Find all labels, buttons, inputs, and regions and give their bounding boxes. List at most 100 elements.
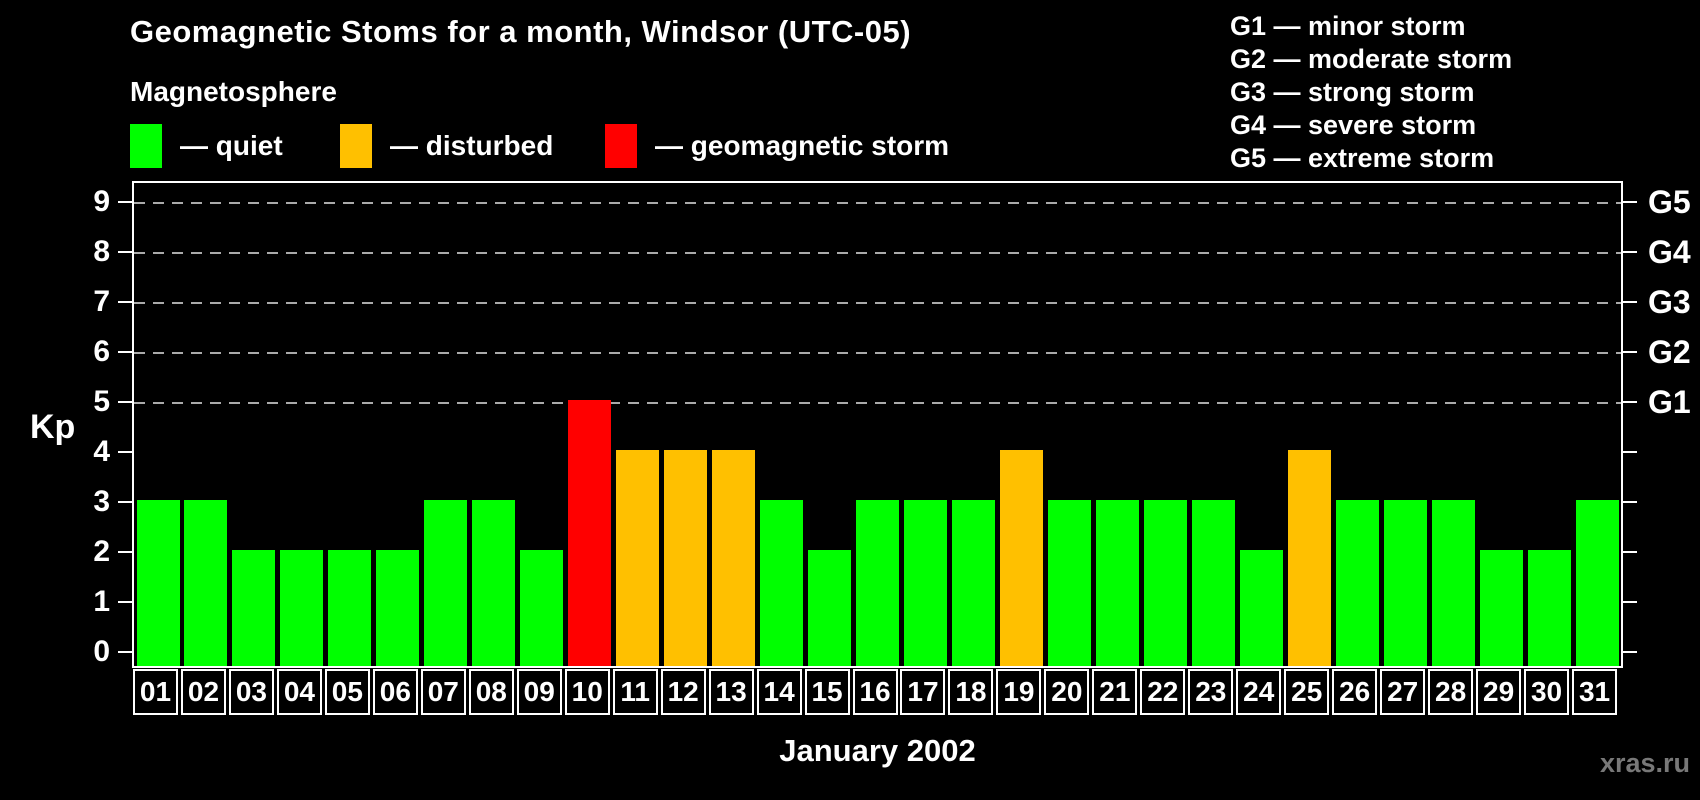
day-label-06: 06 [372, 669, 418, 715]
y-tick-label-0: 0 [93, 635, 110, 668]
left-tick-7 [118, 301, 132, 303]
gridline-kp9 [134, 202, 1621, 204]
left-tick-9 [118, 201, 132, 203]
left-tick-6 [118, 351, 132, 353]
bar-day-18 [951, 500, 995, 666]
right-tick-2 [1623, 551, 1637, 553]
bar-day-14 [760, 500, 804, 666]
left-tick-1 [118, 601, 132, 603]
day-label-25: 25 [1284, 669, 1330, 715]
day-label-27: 27 [1380, 669, 1426, 715]
day-label-31: 31 [1572, 669, 1618, 715]
g-scale-line-4: G4 — severe storm [1230, 110, 1477, 140]
bar-day-23 [1191, 500, 1235, 666]
day-label-12: 12 [660, 669, 706, 715]
right-tick-0 [1623, 651, 1637, 653]
right-tick-7 [1623, 301, 1637, 303]
g-axis-label-g2: G2 [1648, 334, 1691, 370]
legend-label-quiet: — quiet [180, 130, 283, 161]
day-label-30: 30 [1524, 669, 1570, 715]
legend-label-disturbed: — disturbed [390, 130, 554, 161]
left-tick-2 [118, 551, 132, 553]
bar-day-29 [1479, 550, 1523, 666]
day-label-17: 17 [900, 669, 946, 715]
gridline-kp5 [134, 402, 1621, 404]
day-label-23: 23 [1188, 669, 1234, 715]
day-label-10: 10 [564, 669, 610, 715]
g-scale-line-5: G5 — extreme storm [1230, 143, 1495, 173]
plot-area [132, 181, 1623, 668]
right-tick-6 [1623, 351, 1637, 353]
day-label-24: 24 [1236, 669, 1282, 715]
bar-day-15 [808, 550, 852, 666]
y-tick-label-3: 3 [93, 485, 110, 518]
day-label-22: 22 [1140, 669, 1186, 715]
legend-item-quiet: — quiet [130, 122, 283, 170]
day-label-02: 02 [180, 669, 226, 715]
g-axis-label-g1: G1 [1648, 384, 1691, 420]
bar-day-19 [999, 450, 1043, 666]
g-scale-line-1: G1 — minor storm [1230, 11, 1466, 41]
g-axis-label-g4: G4 [1648, 234, 1691, 270]
day-label-04: 04 [276, 669, 322, 715]
day-label-07: 07 [420, 669, 466, 715]
day-label-11: 11 [612, 669, 658, 715]
bar-day-07 [424, 500, 468, 666]
day-label-15: 15 [804, 669, 850, 715]
day-label-03: 03 [228, 669, 274, 715]
gridline-kp8 [134, 252, 1621, 254]
bar-day-25 [1287, 450, 1331, 666]
right-tick-9 [1623, 201, 1637, 203]
bar-day-16 [856, 500, 900, 666]
bar-day-01 [136, 500, 180, 666]
left-tick-3 [118, 501, 132, 503]
y-tick-label-9: 9 [93, 185, 110, 218]
g-axis-label-g3: G3 [1648, 284, 1691, 320]
y-axis-label: Kp [30, 408, 76, 446]
bar-day-04 [280, 550, 324, 666]
left-tick-0 [118, 651, 132, 653]
bar-day-27 [1383, 500, 1427, 666]
legend-item-disturbed: — disturbed [340, 122, 553, 170]
legend-heading: Magnetosphere [130, 76, 337, 107]
bar-day-17 [903, 500, 947, 666]
left-tick-8 [118, 251, 132, 253]
x-axis-title: January 2002 [779, 733, 976, 768]
y-tick-label-4: 4 [93, 435, 110, 468]
bar-day-05 [328, 550, 372, 666]
day-label-28: 28 [1428, 669, 1474, 715]
bar-day-09 [520, 550, 564, 666]
legend-swatch-storm [605, 124, 637, 168]
bar-day-20 [1047, 500, 1091, 666]
bar-day-12 [664, 450, 708, 666]
y-tick-label-5: 5 [93, 385, 110, 418]
right-tick-4 [1623, 451, 1637, 453]
legend-swatch-quiet [130, 124, 162, 168]
watermark: xras.ru [1599, 748, 1690, 778]
bar-day-31 [1575, 500, 1619, 666]
day-label-05: 05 [324, 669, 370, 715]
bar-day-02 [184, 500, 228, 666]
g-scale-line-2: G2 — moderate storm [1230, 44, 1513, 74]
bar-day-26 [1335, 500, 1379, 666]
bar-day-28 [1431, 500, 1475, 666]
legend-swatch-disturbed [340, 124, 372, 168]
bar-day-11 [616, 450, 660, 666]
bar-day-10 [568, 400, 612, 666]
gridline-kp6 [134, 352, 1621, 354]
day-label-01: 01 [133, 669, 178, 715]
day-label-19: 19 [996, 669, 1042, 715]
legend-label-storm: — geomagnetic storm [655, 130, 950, 161]
y-tick-label-2: 2 [93, 535, 110, 568]
day-label-13: 13 [708, 669, 754, 715]
right-tick-1 [1623, 601, 1637, 603]
bar-day-24 [1239, 550, 1283, 666]
legend-item-storm: — geomagnetic storm [605, 122, 949, 170]
day-label-26: 26 [1332, 669, 1378, 715]
day-label-20: 20 [1044, 669, 1090, 715]
left-tick-5 [118, 401, 132, 403]
bar-day-30 [1527, 550, 1571, 666]
gridline-kp7 [134, 302, 1621, 304]
bar-day-22 [1143, 500, 1187, 666]
